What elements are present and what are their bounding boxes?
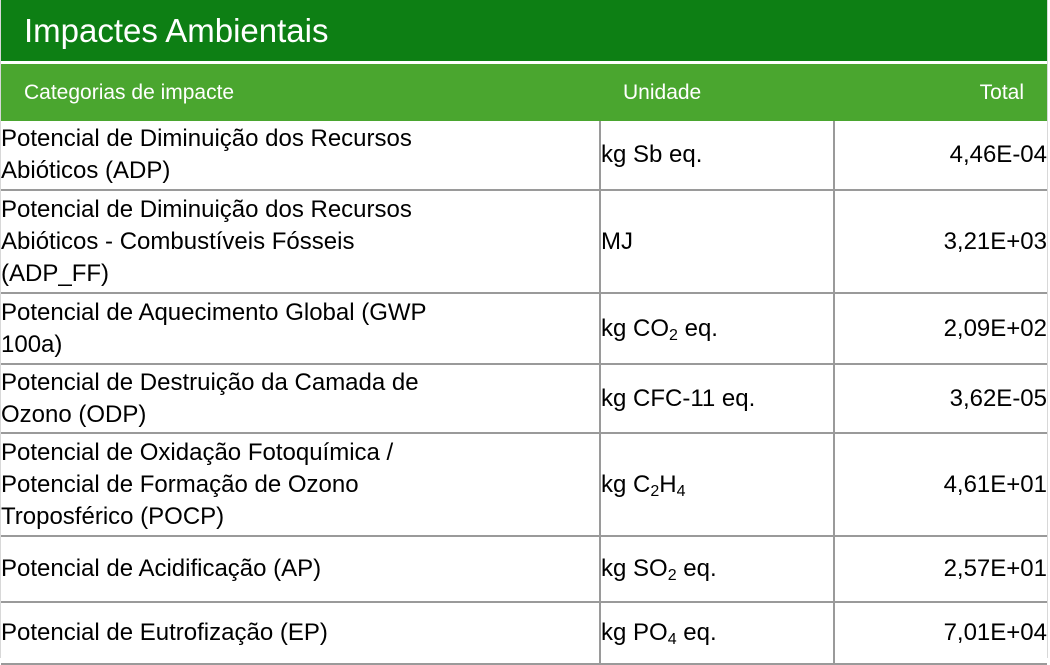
- unit-cell: kg Sb eq.: [599, 121, 835, 191]
- unit-text: eq.: [676, 619, 717, 646]
- unit-text: kg C: [601, 470, 651, 498]
- table-row: Potencial de Aquecimento Global (GWP 100a…: [1, 293, 1047, 365]
- unit-cell: kg SO2 eq.: [599, 536, 835, 603]
- impact-category-line: Potencial de Acidificação (AP): [1, 555, 322, 582]
- impact-category-line: Potencial de Aquecimento Global (GWP: [1, 298, 427, 326]
- total-value-cell: 7,01E+04: [834, 602, 1047, 665]
- impact-category-cell: Potencial de Diminuição dos Recursos Abió…: [1, 121, 600, 191]
- impact-category-line: Ozono (ODP): [1, 400, 147, 428]
- impact-category-line: Troposférico (POCP): [1, 502, 225, 530]
- unit-cell: kg CFC-11 eq.: [599, 364, 835, 434]
- unit-text: MJ: [601, 227, 633, 255]
- impact-category-line: Abióticos - Combustíveis Fósseis: [1, 227, 355, 255]
- table-header: Categorias de impacte Unidade Total: [1, 64, 1047, 121]
- table-title: Impactes Ambientais: [1, 0, 1047, 61]
- impact-category-line: Potencial de Diminuição dos Recursos: [1, 195, 412, 223]
- impact-category-line: Potencial de Eutrofização (EP): [1, 619, 328, 646]
- impact-category-line: Potencial de Destruição da Camada de: [1, 368, 419, 396]
- impacts-table: Potencial de Diminuição dos Recursos Abió…: [1, 121, 1047, 665]
- unit-subscript: 2: [667, 567, 677, 584]
- impact-category-line: Potencial de Oxidação Fotoquímica /: [1, 438, 394, 466]
- unit-cell: kg C2H4: [599, 433, 835, 537]
- table-row: Potencial de Destruição da Camada de Ozon…: [1, 364, 1047, 434]
- total-value-cell: 2,57E+01: [834, 536, 1047, 603]
- impact-category-line: Abióticos (ADP): [1, 157, 171, 184]
- header-category: Categorias de impacte: [24, 81, 235, 104]
- impact-category-cell: Potencial de Oxidação Fotoquímica / Poten…: [1, 433, 600, 537]
- unit-text: kg CFC-11 eq.: [601, 384, 756, 412]
- unit-subscript: 2: [650, 482, 660, 500]
- impact-category-line: Potencial de Diminuição dos Recursos: [1, 125, 412, 152]
- header-total: Total: [979, 81, 1024, 104]
- title-divider: [1, 61, 1047, 64]
- unit-text: kg SO: [601, 555, 668, 582]
- total-value-cell: 3,62E-05: [834, 364, 1047, 434]
- unit-subscript: 2: [669, 326, 678, 344]
- impact-category-cell: Potencial de Aquecimento Global (GWP 100a…: [1, 293, 600, 365]
- table-row: Potencial de Eutrofização (EP) kg PO4 eq.…: [1, 602, 1047, 665]
- impact-category-cell: Potencial de Acidificação (AP): [1, 536, 600, 603]
- unit-cell: kg PO4 eq.: [599, 602, 835, 665]
- table-row: Potencial de Diminuição dos Recursos Abió…: [1, 121, 1047, 191]
- left-border: [0, 0, 1, 658]
- total-value-cell: 4,46E-04: [834, 121, 1047, 191]
- table-row: Potencial de Oxidação Fotoquímica / Poten…: [1, 433, 1047, 537]
- right-border: [1047, 0, 1048, 658]
- unit-cell: MJ: [599, 190, 835, 294]
- unit-cell: kg CO2 eq.: [599, 293, 835, 365]
- table-row: Potencial de Diminuição dos Recursos Abió…: [1, 190, 1047, 294]
- unit-subscript: 4: [676, 482, 686, 500]
- unit-subscript: 4: [667, 631, 677, 648]
- unit-text: kg CO: [601, 314, 670, 342]
- impact-category-line: Potencial de Formação de Ozono: [1, 470, 359, 498]
- total-value-cell: 2,09E+02: [834, 293, 1047, 365]
- unit-text: eq.: [676, 555, 717, 582]
- impact-category-line: (ADP_FF): [1, 259, 109, 287]
- unit-text: H: [659, 470, 677, 498]
- total-value-cell: 4,61E+01: [834, 433, 1047, 537]
- header-unit: Unidade: [623, 81, 702, 104]
- unit-text: kg Sb eq.: [601, 141, 703, 168]
- table-body: Potencial de Diminuição dos Recursos Abió…: [1, 121, 1047, 665]
- impact-category-cell: Potencial de Diminuição dos Recursos Abió…: [1, 190, 600, 294]
- impact-category-cell: Potencial de Eutrofização (EP): [1, 602, 600, 665]
- unit-text: kg PO: [601, 619, 668, 646]
- unit-text: eq.: [677, 314, 718, 342]
- table-row: Potencial de Acidificação (AP) kg SO2 eq.…: [1, 536, 1047, 603]
- total-value-cell: 3,21E+03: [834, 190, 1047, 294]
- impact-category-cell: Potencial de Destruição da Camada de Ozon…: [1, 364, 600, 434]
- impact-category-line: 100a): [1, 330, 63, 358]
